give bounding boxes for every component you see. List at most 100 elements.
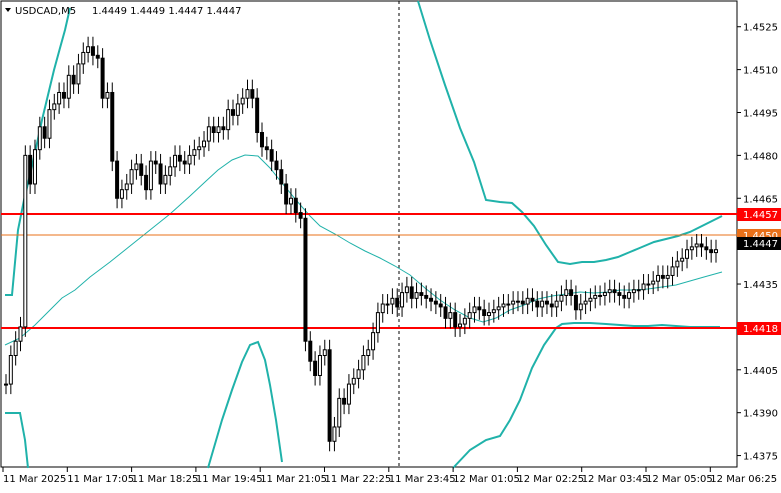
candle-body — [419, 292, 424, 296]
candle-body — [139, 163, 144, 176]
price-tick-label: 1.4465 — [743, 194, 778, 205]
candle-body — [182, 160, 187, 165]
candle-body — [385, 303, 390, 306]
candle-body — [322, 349, 327, 357]
candle-body — [578, 303, 583, 311]
support-price-tag-text: 1.4418 — [743, 324, 778, 335]
candle-body — [506, 303, 511, 306]
time-tick-label: 11 Mar 18:25 — [132, 474, 199, 485]
candle-body — [317, 355, 322, 377]
time-tick-label: 11 Mar 21:05 — [260, 474, 327, 485]
candle-body — [540, 300, 545, 308]
candle-body — [76, 63, 81, 85]
candle-body — [689, 246, 694, 251]
candle-body — [486, 312, 491, 316]
candle-body — [226, 109, 231, 131]
candle-body — [221, 126, 226, 131]
candle-body — [32, 149, 37, 185]
candle-body — [284, 183, 289, 205]
candle-body — [627, 292, 632, 299]
candle-body — [37, 126, 42, 151]
candle-body — [511, 300, 516, 305]
candle-body — [52, 103, 57, 111]
price-tick-label: 1.4390 — [743, 409, 778, 420]
candle-body — [163, 174, 168, 185]
candle-body — [346, 383, 351, 405]
candle-body — [90, 46, 95, 56]
price-axis[interactable]: 1.45251.45101.44951.44801.44651.44501.44… — [737, 23, 778, 463]
candle-body — [462, 317, 467, 325]
candle-body — [433, 300, 438, 305]
candle-body — [288, 197, 293, 205]
price-tick-label: 1.4495 — [743, 108, 778, 119]
candle-body — [675, 260, 680, 268]
candle-body — [235, 103, 240, 116]
candle-body — [482, 309, 487, 316]
time-tick-label: 12 Mar 05:05 — [646, 474, 713, 485]
candle-body — [400, 292, 405, 308]
mid-level-price-tag-text: 1.4450 — [743, 231, 778, 242]
candle-body — [409, 286, 414, 299]
candle-body — [699, 243, 704, 248]
time-tick-label: 12 Mar 03:45 — [582, 474, 649, 485]
candle-body — [298, 212, 303, 219]
candle-body — [554, 300, 559, 308]
candle-body — [313, 360, 318, 377]
price-tick-label: 1.4525 — [743, 23, 778, 34]
dropdown-arrow-icon[interactable] — [5, 8, 11, 12]
candle-body — [665, 274, 670, 279]
candle-body — [636, 289, 641, 292]
candle-body — [4, 383, 8, 386]
plot-area[interactable] — [0, 0, 738, 468]
candle-body — [520, 300, 525, 305]
candle-body — [124, 183, 129, 191]
candle-body — [57, 91, 62, 105]
candle-body — [173, 154, 178, 168]
candle-body — [187, 154, 192, 165]
candle-body — [216, 126, 221, 134]
candle-body — [95, 54, 100, 59]
time-tick-label: 12 Mar 02:25 — [517, 474, 584, 485]
candle-body — [337, 397, 342, 428]
candle-body — [71, 74, 76, 85]
candle-body — [206, 126, 211, 142]
time-tick-label: 12 Mar 01:05 — [453, 474, 520, 485]
price-tick-label: 1.4405 — [743, 366, 778, 377]
current-price-tag-text: 1.4447 — [743, 239, 778, 250]
candle-body — [660, 274, 665, 279]
candle-body — [501, 303, 506, 308]
candle-body — [443, 306, 448, 319]
candle-body — [105, 91, 110, 99]
candle-body — [404, 286, 409, 294]
candle-body — [18, 326, 23, 342]
candle-body — [351, 377, 356, 385]
price-tick-label: 1.4510 — [743, 66, 778, 77]
candle-body — [264, 146, 269, 151]
candle-body — [602, 292, 607, 296]
candle-body — [279, 169, 284, 185]
candle-body — [530, 297, 535, 302]
candle-body — [429, 297, 434, 302]
price-tick-label: 1.4480 — [743, 151, 778, 162]
support-price-tag — [737, 322, 781, 335]
candle-body — [81, 51, 86, 65]
candle-body — [144, 174, 149, 191]
candle-body — [631, 289, 636, 294]
candle-body — [694, 243, 699, 248]
time-tick-label: 12 Mar 06:25 — [710, 474, 777, 485]
candle-body — [148, 160, 153, 191]
candle-body — [685, 249, 690, 259]
symbol-label: USDCAD,M5 — [15, 6, 76, 17]
time-tick-label: 11 Mar 22:25 — [325, 474, 392, 485]
candle-body — [153, 160, 158, 165]
candle-body — [467, 312, 472, 319]
resistance-price-tag — [737, 208, 781, 221]
candle-body — [158, 163, 163, 185]
candle-body — [61, 91, 66, 99]
candle-body — [656, 274, 661, 282]
candle-body — [641, 283, 646, 291]
candle-body — [211, 126, 216, 134]
